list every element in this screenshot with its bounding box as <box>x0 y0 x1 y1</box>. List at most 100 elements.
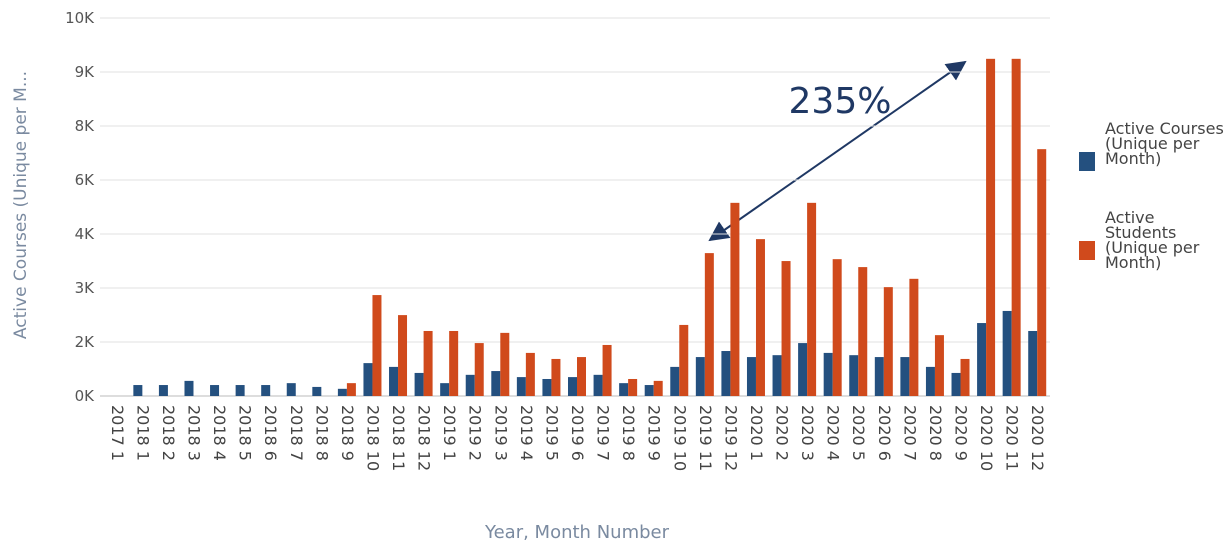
x-tick-label: 2019 4 <box>517 405 536 461</box>
bar <box>210 385 220 396</box>
bar <box>653 380 663 396</box>
bar <box>1002 310 1012 396</box>
bar <box>679 324 689 396</box>
x-tick-label: 2018 10 <box>363 405 382 471</box>
bar <box>551 358 561 396</box>
x-tick-label: 2020 2 <box>773 405 792 461</box>
x-axis-title: Year, Month Number <box>484 522 670 543</box>
x-tick-label: 2018 4 <box>210 405 229 461</box>
y-tick-label: 3K <box>75 279 96 297</box>
x-tick-label: 2019 8 <box>619 405 638 461</box>
legend-swatch <box>1079 152 1095 171</box>
x-tick-label: 2019 5 <box>542 405 561 461</box>
x-tick-label: 2019 3 <box>491 405 510 461</box>
bar <box>440 383 450 396</box>
bar <box>781 261 791 396</box>
bar <box>960 358 970 396</box>
x-tick-label: 2020 8 <box>926 405 945 461</box>
bar <box>746 357 756 396</box>
x-tick-label: 2018 8 <box>312 405 331 461</box>
bar <box>449 330 459 396</box>
x-tick-label: 2019 9 <box>645 405 664 461</box>
x-tick-label: 2020 5 <box>849 405 868 461</box>
bar <box>423 330 433 396</box>
legend-label: Active Courses (Unique per Month) <box>1105 119 1224 168</box>
bar <box>909 278 919 396</box>
y-tick-label: 9K <box>75 63 96 81</box>
bar <box>730 202 740 396</box>
x-tick-label: 2019 6 <box>568 405 587 461</box>
x-tick-label: 2018 12 <box>415 405 434 471</box>
y-tick-label: 10K <box>65 9 95 27</box>
bar <box>542 378 552 396</box>
bar <box>398 315 408 396</box>
x-tick-label: 2020 11 <box>1003 405 1022 471</box>
bar <box>628 378 638 396</box>
bar <box>363 363 373 396</box>
y-tick-label: 2K <box>75 333 96 351</box>
bar <box>516 377 526 396</box>
x-tick-label: 2018 9 <box>338 405 357 461</box>
x-tick-label: 2020 9 <box>952 405 971 461</box>
bar <box>465 374 475 396</box>
x-tick-label: 2017 1 <box>108 405 127 461</box>
x-tick-label: 2020 10 <box>977 405 996 471</box>
bar <box>883 287 893 396</box>
annotation-arrow <box>708 60 967 242</box>
bar <box>619 383 629 396</box>
x-tick-label: 2018 11 <box>389 405 408 471</box>
bar <box>389 366 399 396</box>
x-tick-label: 2018 6 <box>261 405 280 461</box>
bar <box>644 385 654 396</box>
x-tick-label: 2020 4 <box>824 405 843 461</box>
bar <box>593 374 603 396</box>
y-tick-label: 6K <box>75 171 96 189</box>
bar <box>900 357 910 396</box>
bar <box>525 352 535 396</box>
legend-label: Active Students (Unique per Month) <box>1105 208 1200 272</box>
x-tick-label: 2019 2 <box>466 405 485 461</box>
x-tick-label: 2019 11 <box>696 405 715 471</box>
annotation: 235% <box>789 81 892 122</box>
bar <box>602 344 612 396</box>
bar <box>1028 330 1038 396</box>
x-tick-label: 2018 3 <box>184 405 203 461</box>
x-tick-label: 2018 5 <box>236 405 255 461</box>
bar <box>286 383 296 396</box>
bar <box>858 267 868 396</box>
bar <box>372 295 382 396</box>
bar <box>235 385 245 396</box>
x-tick-label: 2020 7 <box>900 405 919 461</box>
y-axis-title: Active Courses (Unique per M... <box>11 71 31 339</box>
bar <box>312 386 322 396</box>
x-tick-label: 2018 7 <box>287 405 306 461</box>
bar <box>695 357 705 396</box>
x-tick-label: 2020 3 <box>798 405 817 461</box>
bar <box>704 253 714 396</box>
bar <box>1037 149 1047 396</box>
bar <box>346 383 356 396</box>
bar <box>491 371 501 396</box>
x-tick-label: 2019 1 <box>440 405 459 461</box>
bar <box>832 259 842 396</box>
bar <box>849 355 859 396</box>
legend-swatch <box>1079 241 1095 260</box>
bar <box>798 343 808 396</box>
x-tick-label: 2019 12 <box>721 405 740 471</box>
bar <box>500 332 510 396</box>
bar <box>474 343 484 396</box>
bar <box>261 385 271 396</box>
bar <box>772 355 782 396</box>
x-tick-label: 2020 12 <box>1028 405 1047 471</box>
bar <box>986 58 996 396</box>
bar <box>823 352 833 396</box>
y-tick-label: 8K <box>75 117 96 135</box>
bar <box>874 357 884 396</box>
bar <box>1011 58 1021 396</box>
bar <box>568 377 577 396</box>
x-tick-label: 2020 1 <box>747 405 766 461</box>
x-tick-label: 2020 6 <box>875 405 894 461</box>
bar <box>184 380 194 396</box>
bar <box>807 202 817 396</box>
